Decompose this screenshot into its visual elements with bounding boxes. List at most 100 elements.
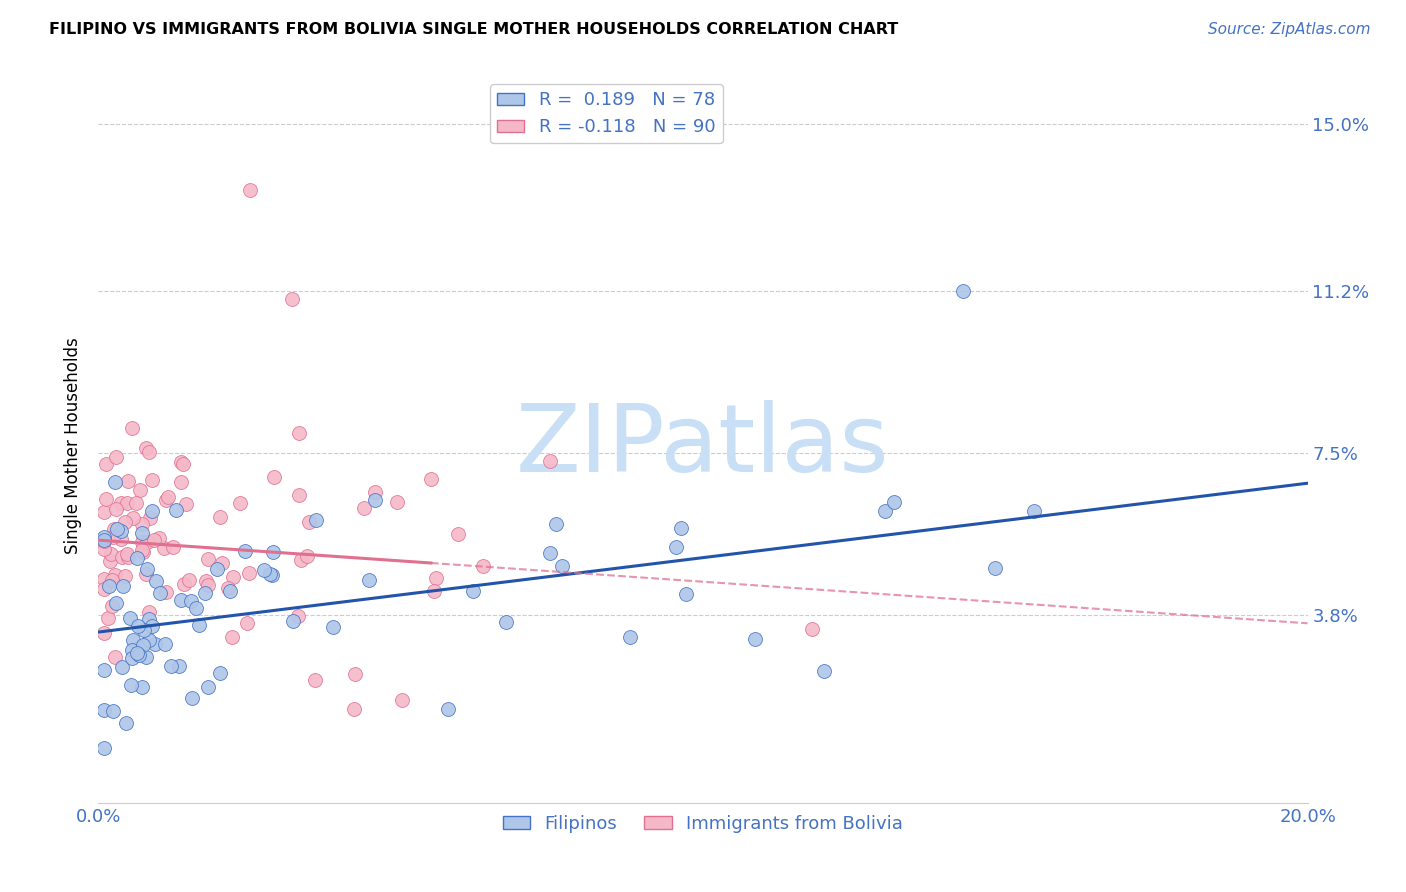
Point	[110, 532, 132, 546]
Point	[236, 615, 259, 630]
Point	[298, 516, 321, 530]
Point	[179, 574, 201, 588]
Point	[135, 567, 157, 582]
Point	[93, 533, 115, 548]
Point	[135, 441, 157, 455]
Point	[93, 703, 115, 717]
Point	[353, 501, 375, 516]
Point	[110, 496, 132, 510]
Point	[425, 571, 447, 585]
Point	[461, 583, 484, 598]
Point	[93, 542, 115, 557]
Point	[156, 490, 179, 504]
Point	[238, 566, 260, 581]
Point	[287, 609, 309, 624]
Point	[131, 681, 153, 695]
Point	[259, 566, 281, 581]
Point	[101, 530, 124, 544]
Point	[290, 553, 312, 567]
Point	[153, 636, 176, 650]
Point	[93, 573, 115, 587]
Text: FILIPINO VS IMMIGRANTS FROM BOLIVIA SINGLE MOTHER HOUSEHOLDS CORRELATION CHART: FILIPINO VS IMMIGRANTS FROM BOLIVIA SING…	[49, 22, 898, 37]
Point	[551, 559, 574, 574]
Point	[262, 545, 284, 559]
Point	[117, 474, 139, 488]
Point	[136, 535, 159, 549]
Point	[305, 513, 328, 527]
Point	[121, 678, 143, 692]
Point	[197, 681, 219, 695]
Point	[143, 533, 166, 547]
Point	[744, 632, 766, 646]
Point	[288, 426, 311, 441]
Point	[134, 650, 156, 665]
Point	[128, 648, 150, 663]
Point	[436, 702, 458, 716]
Point	[97, 579, 120, 593]
Point	[188, 617, 211, 632]
Point	[471, 559, 494, 574]
Point	[105, 501, 128, 516]
Point	[155, 585, 177, 599]
Point	[121, 643, 143, 657]
Point	[118, 611, 141, 625]
Point	[813, 664, 835, 678]
Point	[322, 620, 344, 634]
Point	[167, 659, 190, 673]
Point	[544, 517, 567, 532]
Point	[671, 521, 693, 535]
Point	[125, 551, 148, 566]
Point	[112, 579, 135, 593]
Point	[103, 523, 125, 537]
Point	[165, 502, 187, 516]
Point	[364, 484, 387, 499]
Point	[160, 658, 183, 673]
Point	[180, 691, 202, 706]
Point	[104, 475, 127, 489]
Point	[131, 534, 153, 549]
Point	[105, 450, 128, 464]
Point	[364, 492, 387, 507]
Point	[983, 561, 1005, 575]
Point	[107, 522, 129, 536]
Point	[219, 584, 242, 599]
Point	[357, 573, 380, 587]
Point	[111, 549, 134, 564]
Point	[138, 632, 160, 647]
Point	[194, 586, 217, 600]
Point	[131, 543, 153, 558]
Point	[883, 494, 905, 508]
Point	[208, 665, 231, 680]
Point	[205, 562, 228, 576]
Point	[173, 576, 195, 591]
Point	[110, 524, 132, 538]
Point	[141, 504, 163, 518]
Point	[93, 505, 115, 519]
Point	[131, 526, 153, 541]
Point	[134, 623, 156, 637]
Point	[127, 618, 149, 632]
Point	[132, 639, 155, 653]
Point	[111, 659, 134, 673]
Point	[94, 457, 117, 471]
Point	[138, 612, 160, 626]
Point	[619, 631, 641, 645]
Point	[100, 547, 122, 561]
Point	[129, 483, 152, 497]
Point	[195, 574, 218, 588]
Point	[446, 526, 468, 541]
Point	[197, 551, 219, 566]
Point	[221, 631, 243, 645]
Point	[186, 601, 208, 615]
Point	[121, 651, 143, 665]
Point	[197, 578, 219, 592]
Point	[239, 183, 262, 197]
Point	[131, 517, 153, 532]
Point	[104, 596, 127, 610]
Point	[122, 633, 145, 648]
Point	[136, 562, 159, 576]
Point	[211, 556, 233, 570]
Point	[94, 492, 117, 507]
Point	[162, 540, 184, 554]
Point	[495, 615, 517, 630]
